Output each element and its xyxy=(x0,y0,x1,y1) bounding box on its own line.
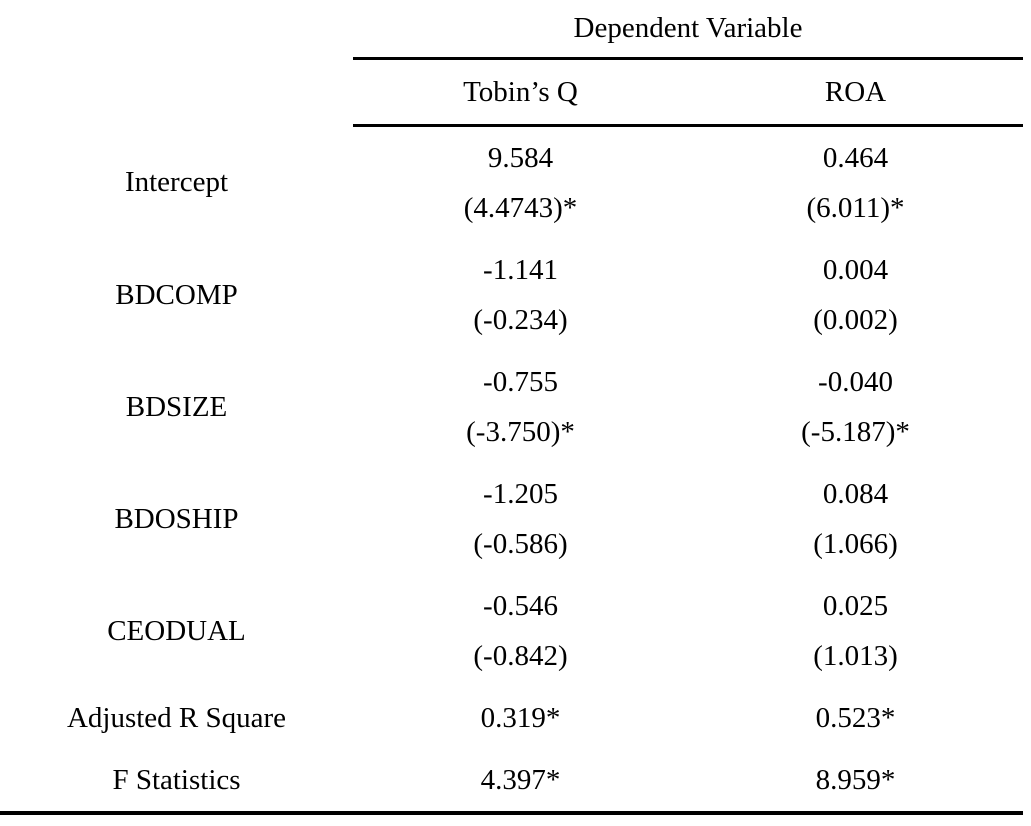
row-label: CEODUAL xyxy=(107,614,246,647)
dependent-variable-header: Dependent Variable xyxy=(353,0,1023,60)
header-empty-cell xyxy=(0,0,353,59)
cell-tobins-q: -1.205 (-0.586) xyxy=(353,463,688,575)
coefficient-value: 0.084 xyxy=(822,478,889,510)
cell-tobins-q: -1.141 (-0.234) xyxy=(353,239,688,351)
row-label: Intercept xyxy=(124,165,229,198)
table-row-bdsize: BDSIZE -0.755 (-3.750)* -0.040 (-5.187)* xyxy=(0,351,1023,463)
cell-tobins-q: -0.755 (-3.750)* xyxy=(353,351,688,463)
t-statistic-value: (1.066) xyxy=(813,528,898,560)
summary-label: Adjusted R Square xyxy=(66,701,287,734)
coefficient-value: 0.004 xyxy=(822,254,889,286)
coefficient-value: 0.025 xyxy=(822,590,889,622)
header-empty-cell xyxy=(0,59,353,126)
t-statistic-value: (6.011)* xyxy=(806,192,905,224)
summary-value-tobins-q: 0.319* xyxy=(480,701,561,734)
t-statistic-value: (1.013) xyxy=(813,640,898,672)
cell-tobins-q: -0.546 (-0.842) xyxy=(353,575,688,687)
column-header-tobins-q: Tobin’s Q xyxy=(353,58,688,127)
row-label: BDOSHIP xyxy=(114,502,239,535)
t-statistic-value: (-3.750)* xyxy=(466,416,575,448)
summary-value-roa: 0.523* xyxy=(815,701,896,734)
coefficient-value: 0.464 xyxy=(822,142,889,174)
t-statistic-value: (0.002) xyxy=(813,304,898,336)
t-statistic-value: (-0.586) xyxy=(473,528,568,560)
coefficient-value: -0.546 xyxy=(483,590,558,622)
summary-value-roa: 8.959* xyxy=(815,763,896,796)
t-statistic-value: (-0.234) xyxy=(473,304,568,336)
t-statistic-value: (4.4743)* xyxy=(463,192,578,224)
coefficient-value: -0.040 xyxy=(818,366,893,398)
regression-results-table: Dependent Variable Tobin’s Q ROA Interce… xyxy=(0,0,1023,815)
coefficient-value: 9.584 xyxy=(487,142,554,174)
row-label: BDSIZE xyxy=(125,390,228,423)
cell-roa: 0.464 (6.011)* xyxy=(688,126,1023,240)
coefficient-value: -0.755 xyxy=(483,366,558,398)
summary-label: F Statistics xyxy=(112,763,241,796)
column-header-roa: ROA xyxy=(688,58,1023,127)
coefficient-value: -1.141 xyxy=(483,254,558,286)
table-row-ceodual: CEODUAL -0.546 (-0.842) 0.025 (1.013) xyxy=(0,575,1023,687)
summary-value-tobins-q: 4.397* xyxy=(480,763,561,796)
cell-roa: -0.040 (-5.187)* xyxy=(688,351,1023,463)
table-row-adjusted-r-square: Adjusted R Square 0.319* 0.523* xyxy=(0,687,1023,749)
table-row-bdoship: BDOSHIP -1.205 (-0.586) 0.084 (1.066) xyxy=(0,463,1023,575)
coefficient-value: -1.205 xyxy=(483,478,558,510)
t-statistic-value: (-5.187)* xyxy=(801,416,910,448)
group-header-row: Dependent Variable xyxy=(0,0,1023,60)
cell-tobins-q: 9.584 (4.4743)* xyxy=(353,126,688,240)
t-statistic-value: (-0.842) xyxy=(473,640,568,672)
cell-roa: 0.004 (0.002) xyxy=(688,239,1023,351)
row-label: BDCOMP xyxy=(115,278,238,311)
table-row-f-statistics: F Statistics 4.397* 8.959* xyxy=(0,749,1023,813)
cell-roa: 0.084 (1.066) xyxy=(688,463,1023,575)
table-row-intercept: Intercept 9.584 (4.4743)* 0.464 (6.011)* xyxy=(0,126,1023,240)
cell-roa: 0.025 (1.013) xyxy=(688,575,1023,687)
table-row-bdcomp: BDCOMP -1.141 (-0.234) 0.004 (0.002) xyxy=(0,239,1023,351)
column-header-row: Tobin’s Q ROA xyxy=(0,58,1023,127)
